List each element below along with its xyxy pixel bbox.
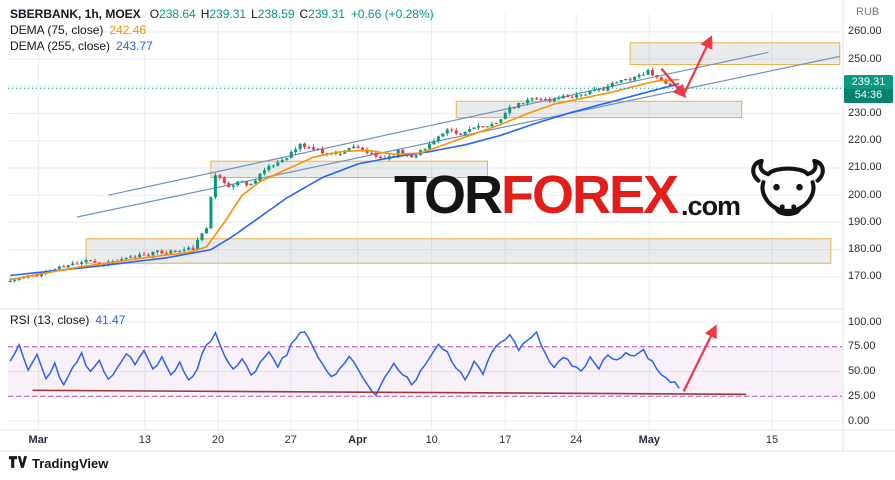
rsi-value: 41.47 <box>95 313 126 327</box>
time-tick-label: Mar <box>28 434 49 446</box>
bar-countdown: 54:36 <box>844 89 893 103</box>
last-price-badge: 239.31 54:36 <box>844 75 893 103</box>
dema255-value: 243.77 <box>116 39 153 53</box>
time-tick-label: Apr <box>348 434 368 446</box>
last-price-value: 239.31 <box>851 76 886 88</box>
ohlc-close: C239.31 <box>299 7 345 21</box>
rsi-legend-row[interactable]: RSI (13, close) 41.47 <box>10 313 125 327</box>
bull-logo-icon <box>746 156 830 223</box>
axis-tick-label: 210.00 <box>848 161 882 174</box>
dema255-label: DEMA (255, close) <box>10 39 111 53</box>
axis-tick-label: 100.00 <box>848 315 882 328</box>
time-scale[interactable]: Mar 13 20 27 Apr 10 17 24 May 15 <box>0 430 843 452</box>
price-scale[interactable]: RUB 239.31 54:36 170.00 180.00 190.00 200.0… <box>843 0 895 452</box>
ohlc-open: O238.64 <box>149 7 196 21</box>
ohlc-low: L238.59 <box>251 7 295 21</box>
axis-tick-label: 250.00 <box>848 52 882 65</box>
time-tick-label: 10 <box>425 434 438 446</box>
tradingview-brand-text: TradingView <box>32 456 109 471</box>
axis-tick-label: 190.00 <box>848 215 882 228</box>
watermark-logo: TOR FOREX .com <box>394 156 830 225</box>
dema255-legend-row[interactable]: DEMA (255, close) 243.77 <box>10 38 434 54</box>
chart-legend: SBERBANK, 1h, MOEX O238.64 H239.31 L238.… <box>10 6 434 54</box>
time-tick-label: 13 <box>138 434 152 446</box>
time-tick-label: 15 <box>765 434 779 446</box>
time-tick-label: 17 <box>499 434 512 446</box>
change-value: +0.66 (+0.28%) <box>350 7 434 21</box>
forecast-arrows <box>660 35 713 99</box>
dema75-line <box>10 78 680 281</box>
time-tick-label: May <box>638 434 661 446</box>
time-tick-label: 24 <box>570 434 583 446</box>
price-zones <box>85 42 841 264</box>
currency-label: RUB <box>856 6 880 18</box>
rsi-label: RSI (13, close) <box>10 313 90 327</box>
time-tick-label: 20 <box>211 434 225 446</box>
rsi-line <box>9 330 680 397</box>
axis-tick-label: 220.00 <box>848 134 882 147</box>
rsi-band <box>8 346 842 397</box>
tradingview-logo-icon <box>8 455 27 472</box>
symbol-title: SBERBANK, 1h, MOEX <box>10 7 141 21</box>
axis-tick-label: 0.00 <box>848 414 870 427</box>
watermark-com: .com <box>681 190 741 221</box>
axis-tick-label: 170.00 <box>848 270 882 283</box>
rsi-forecast-arrow <box>682 324 717 392</box>
symbol-legend-row[interactable]: SBERBANK, 1h, MOEX O238.64 H239.31 L238.… <box>10 6 434 22</box>
gridlines <box>8 14 842 430</box>
dema75-label: DEMA (75, close) <box>10 23 104 37</box>
axis-tick-label: 25.00 <box>848 389 876 402</box>
dema75-legend-row[interactable]: DEMA (75, close) 242.46 <box>10 22 434 38</box>
rsi-trendline <box>32 389 747 396</box>
time-tick-label: 27 <box>284 434 297 446</box>
ohlc-high: H239.31 <box>200 7 247 21</box>
tradingview-attribution[interactable]: TradingView <box>8 455 108 472</box>
axis-tick-label: 180.00 <box>848 243 882 256</box>
axis-tick-label: 200.00 <box>848 188 882 201</box>
axis-tick-label: 230.00 <box>848 107 882 120</box>
axis-tick-label: 50.00 <box>848 365 876 378</box>
dema75-value: 242.46 <box>109 23 147 37</box>
dema255-line <box>10 82 680 277</box>
watermark-tor: TOR <box>394 164 503 225</box>
axis-tick-label: 75.00 <box>848 340 876 353</box>
axis-tick-label: 260.00 <box>848 25 882 38</box>
watermark-forex: FOREX <box>501 164 679 225</box>
